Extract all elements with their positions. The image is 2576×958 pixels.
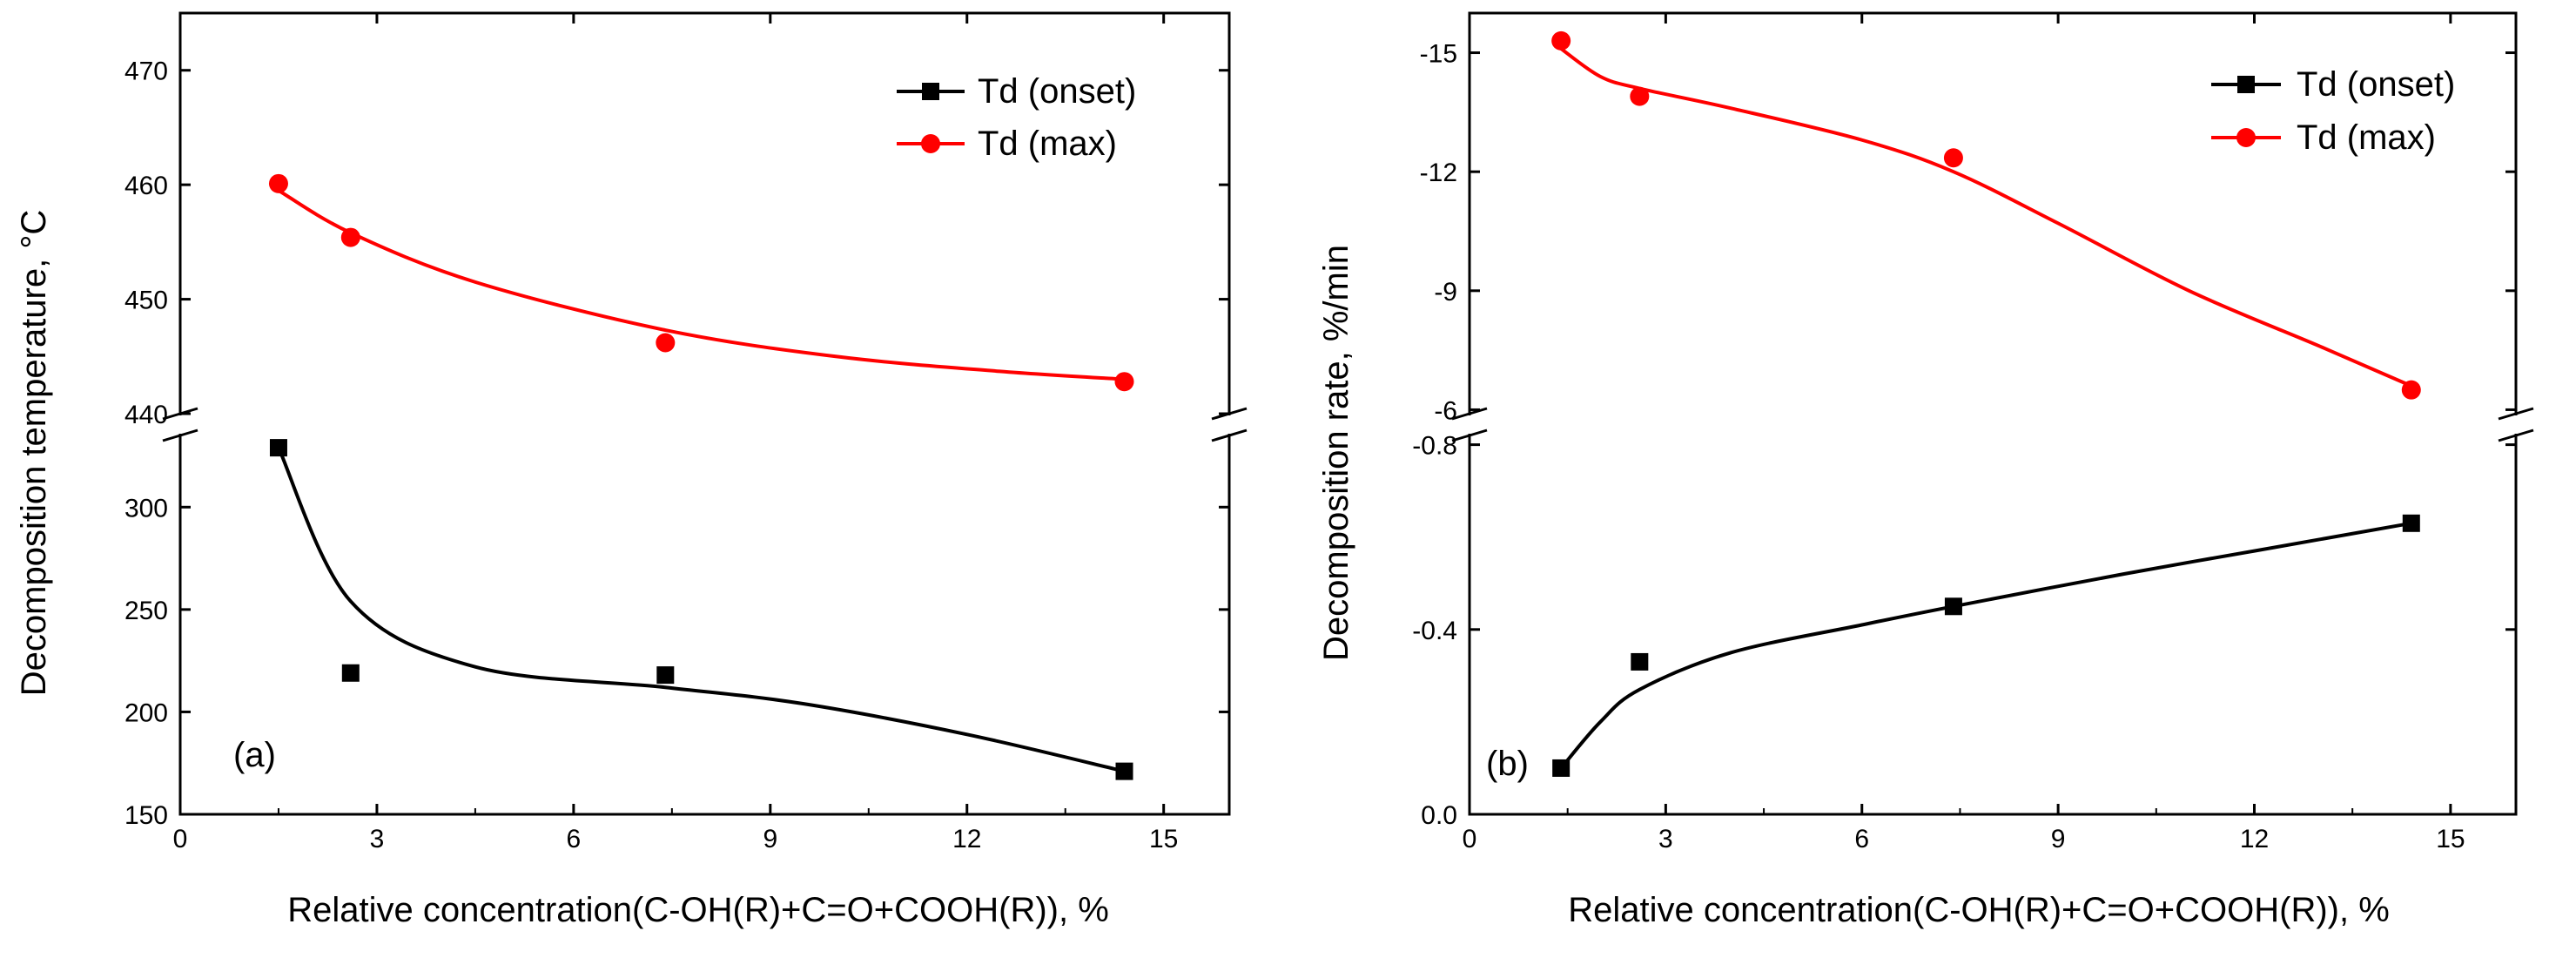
- axis-break-mark: [1211, 428, 1248, 442]
- y-tick-label-upper: 470: [124, 57, 168, 86]
- x-tick-label: 0: [173, 825, 188, 853]
- x-tick-label: 3: [370, 825, 385, 853]
- x-tick-label: 3: [1658, 825, 1673, 853]
- panel-label: (a): [233, 736, 276, 774]
- axis-break-gap-right: [1222, 415, 1236, 434]
- axis-break-mark: [1211, 407, 1248, 421]
- data-point-max: [340, 227, 360, 247]
- axis-break-gap-left: [1463, 415, 1476, 434]
- y-tick-label-upper: 460: [124, 172, 168, 200]
- x-tick-label: 9: [763, 825, 777, 853]
- axis-break-mark: [2498, 407, 2534, 421]
- legend: Td (onset) Td (max): [897, 72, 1136, 163]
- panel-label: (b): [1486, 745, 1529, 783]
- panel-b: Relative concentration(C-OH(R)+C=O+COOH(…: [1317, 11, 2534, 929]
- data-point-onset: [1552, 759, 1570, 777]
- axis-break-gap-left: [173, 415, 187, 434]
- x-axis-title: Relative concentration(C-OH(R)+C=O+COOH(…: [287, 891, 1109, 929]
- data-point-onset: [1631, 652, 1649, 671]
- x-tick-label: 15: [2436, 825, 2465, 853]
- axis-break-mark: [1451, 428, 1488, 442]
- y-tick-label-lower: -0.4: [1412, 617, 1457, 645]
- y-tick-label-upper: -9: [1434, 278, 1457, 307]
- legend-label-onset: Td (onset): [2297, 65, 2455, 104]
- legend-label-max: Td (max): [978, 125, 1117, 163]
- axis-break-mark: [162, 428, 198, 442]
- y-tick-label-lower: 200: [124, 698, 168, 727]
- y-axis-title: Decomposition temperature, °C: [15, 210, 53, 696]
- x-tick-label: 15: [1149, 825, 1178, 853]
- data-point-max: [1114, 372, 1134, 392]
- y-tick-label-lower: 250: [124, 597, 168, 625]
- x-tick-label: 6: [567, 825, 582, 853]
- y-tick-label-lower: 300: [124, 494, 168, 523]
- y-tick-label-upper: -6: [1434, 396, 1457, 425]
- data-point-max: [1551, 30, 1571, 51]
- x-tick-label: 12: [2240, 825, 2269, 853]
- legend-label-max: Td (max): [2297, 118, 2436, 157]
- legend: Td (onset) Td (max): [2211, 65, 2455, 157]
- data-point-max: [1630, 86, 1650, 106]
- y-tick-label-lower: 150: [124, 801, 168, 830]
- legend-marker-max: [2236, 128, 2256, 147]
- legend-marker-onset: [922, 83, 939, 100]
- panel-a: Relative concentration(C-OH(R)+C=O+COOH(…: [15, 11, 1248, 929]
- axis-break-mark: [2498, 428, 2534, 442]
- y-tick-label-upper: 450: [124, 287, 168, 315]
- y-tick-label-lower: -0.8: [1412, 432, 1457, 461]
- legend-marker-max: [921, 134, 940, 153]
- fit-curve-max: [1560, 47, 2412, 388]
- axis-break-gap-right: [2509, 415, 2523, 434]
- y-tick-label-lower: 0.0: [1421, 801, 1457, 830]
- x-axis-title: Relative concentration(C-OH(R)+C=O+COOH(…: [1568, 891, 2390, 929]
- y-tick-label-upper: -15: [1420, 40, 1457, 69]
- fit-curve-max: [277, 188, 1125, 381]
- x-tick-label: 6: [1854, 825, 1869, 853]
- y-axis-title: Decomposition rate, %/min: [1317, 245, 1355, 661]
- legend-label-onset: Td (onset): [978, 72, 1136, 111]
- data-point-onset: [1944, 597, 1962, 616]
- data-point-max: [656, 333, 676, 353]
- data-point-onset: [2402, 514, 2420, 532]
- fit-curve-onset: [277, 447, 1125, 773]
- legend-marker-onset: [2237, 76, 2255, 93]
- data-point-max: [268, 173, 288, 193]
- data-point-onset: [1115, 762, 1133, 780]
- data-point-onset: [269, 439, 287, 457]
- x-tick-label: 0: [1463, 825, 1477, 853]
- axis-break-mark: [1451, 407, 1488, 421]
- data-point-max: [2401, 380, 2421, 400]
- data-point-onset: [341, 664, 360, 682]
- x-tick-label: 12: [952, 825, 981, 853]
- data-point-onset: [656, 666, 675, 685]
- axis-break-mark: [162, 407, 198, 421]
- fit-curve-onset: [1559, 521, 2412, 770]
- y-tick-label-upper: 440: [124, 401, 168, 429]
- data-point-max: [1943, 148, 1963, 168]
- x-tick-label: 9: [2051, 825, 2066, 853]
- y-tick-label-upper: -12: [1420, 159, 1457, 187]
